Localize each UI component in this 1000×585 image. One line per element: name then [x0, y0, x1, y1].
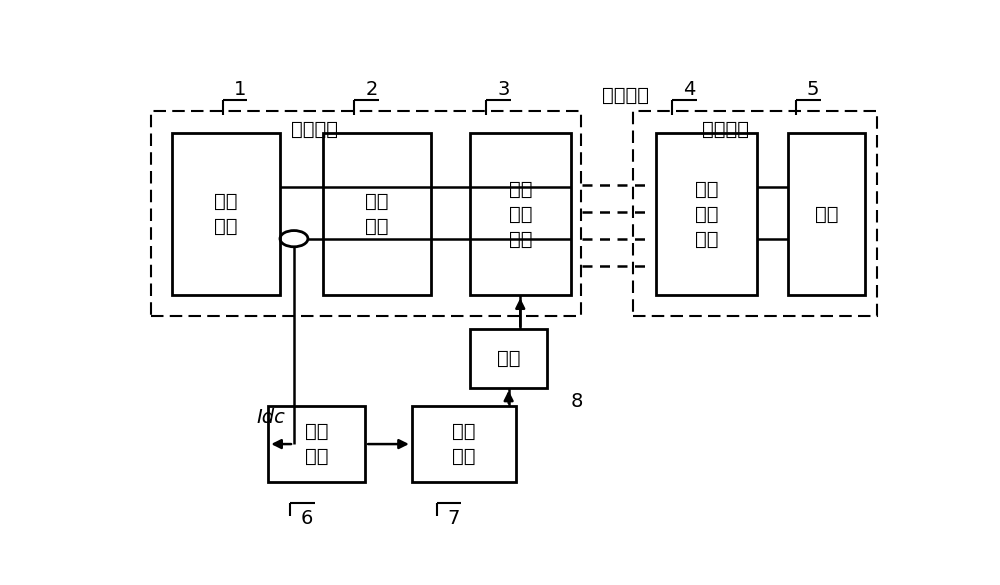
Bar — [788, 133, 865, 295]
Bar — [470, 329, 547, 388]
Text: 8: 8 — [571, 393, 583, 411]
Text: 微处
理器: 微处 理器 — [452, 422, 476, 466]
Text: 7: 7 — [447, 510, 460, 528]
Text: 高频
逆变: 高频 逆变 — [365, 192, 389, 236]
Text: 次级
谐振
网络: 次级 谐振 网络 — [694, 180, 718, 249]
Bar — [470, 133, 571, 295]
Text: 初级电路: 初级电路 — [291, 120, 338, 139]
Text: 可调
谐振
网络: 可调 谐振 网络 — [509, 180, 532, 249]
Text: 5: 5 — [807, 80, 819, 99]
Text: 6: 6 — [301, 510, 313, 528]
Bar — [268, 406, 365, 483]
Bar — [656, 133, 757, 295]
Text: 4: 4 — [683, 80, 695, 99]
Bar — [633, 111, 877, 316]
Text: 电流
采集: 电流 采集 — [305, 422, 329, 466]
Bar — [172, 133, 280, 295]
Text: 1: 1 — [234, 80, 246, 99]
Text: 驱动: 驱动 — [497, 349, 520, 368]
Bar — [323, 133, 431, 295]
Text: Idc: Idc — [257, 408, 286, 426]
Text: 空气隔离: 空气隔离 — [602, 85, 649, 105]
Text: 2: 2 — [365, 80, 378, 99]
Text: 次级电路: 次级电路 — [702, 120, 749, 139]
Text: 直流
输入: 直流 输入 — [214, 192, 238, 236]
Bar — [151, 111, 581, 316]
Text: 负载: 负载 — [815, 205, 838, 224]
Bar — [412, 406, 516, 483]
Text: 3: 3 — [497, 80, 509, 99]
